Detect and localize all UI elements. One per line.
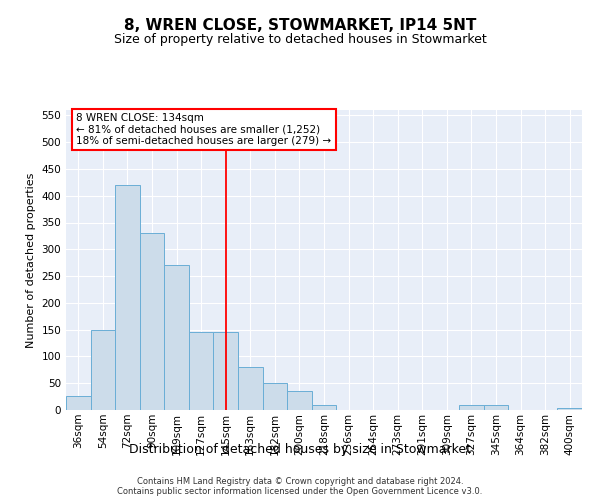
Bar [238, 367, 263, 410]
Bar [164, 266, 189, 410]
Bar [263, 383, 287, 410]
Bar [557, 408, 582, 410]
Bar [189, 332, 214, 410]
Text: Contains HM Land Registry data © Crown copyright and database right 2024.: Contains HM Land Registry data © Crown c… [137, 478, 463, 486]
Bar [66, 396, 91, 410]
Bar [459, 404, 484, 410]
Text: Size of property relative to detached houses in Stowmarket: Size of property relative to detached ho… [113, 32, 487, 46]
Bar [140, 233, 164, 410]
Bar [484, 404, 508, 410]
Bar [312, 404, 336, 410]
Text: Distribution of detached houses by size in Stowmarket: Distribution of detached houses by size … [129, 442, 471, 456]
Text: 8, WREN CLOSE, STOWMARKET, IP14 5NT: 8, WREN CLOSE, STOWMARKET, IP14 5NT [124, 18, 476, 32]
Bar [91, 330, 115, 410]
Bar [287, 391, 312, 410]
Bar [214, 332, 238, 410]
Bar [115, 185, 140, 410]
Text: Contains public sector information licensed under the Open Government Licence v3: Contains public sector information licen… [118, 488, 482, 496]
Y-axis label: Number of detached properties: Number of detached properties [26, 172, 36, 348]
Text: 8 WREN CLOSE: 134sqm
← 81% of detached houses are smaller (1,252)
18% of semi-de: 8 WREN CLOSE: 134sqm ← 81% of detached h… [76, 113, 331, 146]
